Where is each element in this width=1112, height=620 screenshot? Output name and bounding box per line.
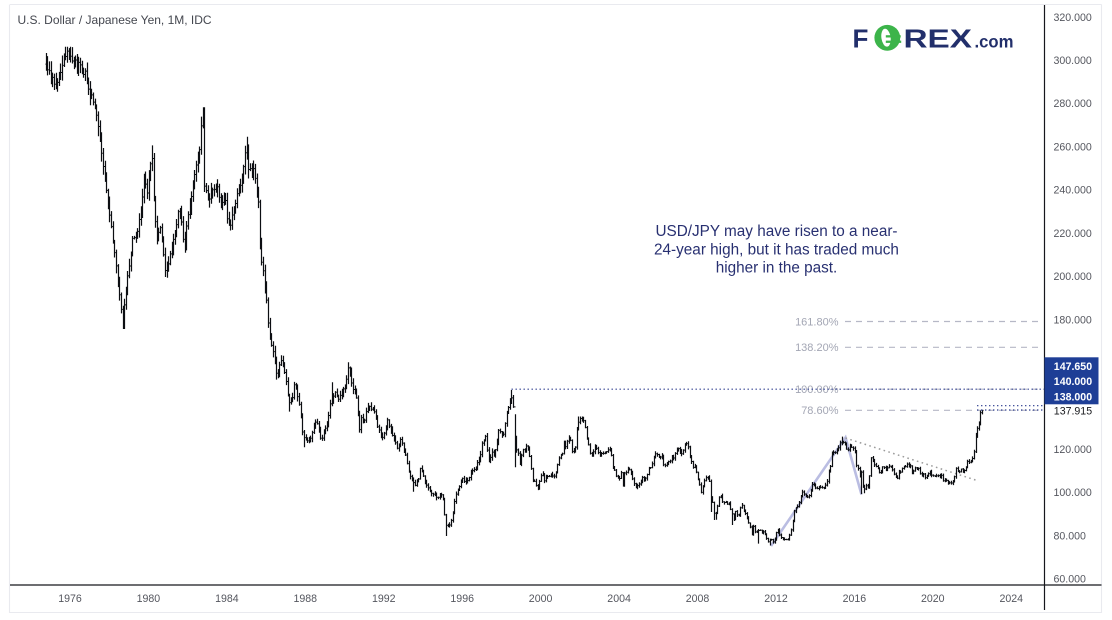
svg-text:200.000: 200.000 (1054, 271, 1092, 283)
svg-text:higher in the past.: higher in the past. (716, 260, 838, 277)
svg-text:2008: 2008 (686, 593, 710, 605)
svg-text:2004: 2004 (607, 593, 631, 605)
svg-text:F: F (853, 23, 869, 53)
svg-text:300.000: 300.000 (1054, 55, 1092, 67)
svg-text:USD/JPY may have risen to a ne: USD/JPY may have risen to a near- (655, 223, 897, 240)
svg-text:147.650: 147.650 (1054, 361, 1092, 373)
svg-text:138.000: 138.000 (1054, 391, 1092, 403)
svg-text:1988: 1988 (294, 593, 318, 605)
svg-text:2024: 2024 (1000, 593, 1024, 605)
svg-text:100.000: 100.000 (1054, 487, 1092, 499)
svg-text:1996: 1996 (450, 593, 474, 605)
svg-text:220.000: 220.000 (1054, 228, 1092, 240)
svg-text:2020: 2020 (921, 593, 945, 605)
svg-text:120.000: 120.000 (1054, 444, 1092, 456)
svg-text:REX: REX (904, 23, 973, 53)
svg-text:U.S. Dollar / Japanese Yen, 1M: U.S. Dollar / Japanese Yen, 1M, IDC (18, 13, 212, 27)
svg-text:100.00%: 100.00% (795, 384, 839, 396)
svg-text:60.000: 60.000 (1054, 574, 1087, 586)
svg-text:2000: 2000 (529, 593, 553, 605)
svg-text:1984: 1984 (215, 593, 239, 605)
svg-text:2012: 2012 (764, 593, 788, 605)
svg-text:280.000: 280.000 (1054, 98, 1092, 110)
svg-text:240.000: 240.000 (1054, 185, 1092, 197)
svg-text:1980: 1980 (137, 593, 161, 605)
svg-text:138.20%: 138.20% (795, 342, 839, 354)
svg-text:.com: .com (975, 31, 1014, 51)
svg-text:140.000: 140.000 (1054, 376, 1092, 388)
svg-text:137.915: 137.915 (1054, 405, 1092, 417)
svg-text:260.000: 260.000 (1054, 141, 1092, 153)
svg-text:180.000: 180.000 (1054, 314, 1092, 326)
svg-text:320.000: 320.000 (1054, 12, 1092, 24)
svg-text:1976: 1976 (58, 593, 82, 605)
svg-text:24-year high, but it has trade: 24-year high, but it has traded much (654, 241, 899, 258)
svg-text:2016: 2016 (843, 593, 867, 605)
svg-text:78.60%: 78.60% (801, 405, 839, 417)
svg-text:161.80%: 161.80% (795, 316, 839, 328)
svg-text:80.000: 80.000 (1054, 530, 1087, 542)
svg-text:1992: 1992 (372, 593, 396, 605)
